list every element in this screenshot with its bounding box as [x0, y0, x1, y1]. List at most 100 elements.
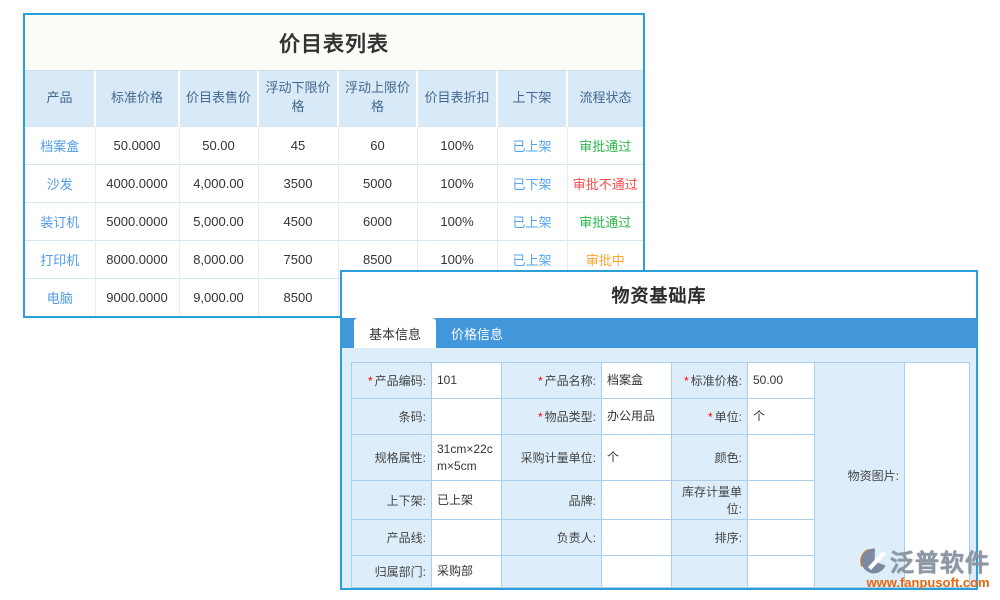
- field-value-brand[interactable]: [601, 480, 672, 520]
- float-min-cell: 4500: [257, 201, 338, 240]
- field-label-department: 归属部门:: [351, 555, 432, 588]
- std-price-cell: 50.0000: [94, 125, 179, 164]
- float-max-cell: 60: [337, 125, 417, 164]
- field-label-brand: 品牌:: [501, 480, 602, 520]
- price-list-title: 价目表列表: [25, 15, 643, 71]
- price-list-table: 产品 标准价格 价目表售价 浮动下限价格 浮动上限价格 价目表折扣 上下架 流程…: [25, 71, 643, 316]
- workflow-status: 审批中: [585, 252, 625, 268]
- product-link[interactable]: 沙发: [46, 176, 73, 192]
- product-link[interactable]: 电脑: [46, 290, 73, 306]
- float-max-cell: 5000: [337, 163, 417, 202]
- float-min-cell: 7500: [257, 239, 338, 278]
- list-price-cell: 4,000.00: [178, 163, 258, 202]
- material-form-title: 物资基础库: [611, 286, 707, 306]
- field-label-spec: 规格属性:: [351, 434, 432, 481]
- product-link[interactable]: 档案盒: [40, 138, 80, 154]
- field-value-color[interactable]: [747, 434, 815, 481]
- field-label-stock-unit: 库存计量单位:: [671, 480, 748, 520]
- std-price-cell: 5000.0000: [94, 201, 179, 240]
- float-min-cell: 45: [257, 125, 338, 164]
- form-body: * 产品编码: 101 * 产品名称: 档案盒 * 标准价格: 50.00 物资图片:…: [342, 348, 976, 588]
- col-header-product: 产品: [25, 71, 95, 126]
- table-row: 沙发 4000.0000 4,000.00 3500 5000 100% 已下架…: [25, 163, 643, 202]
- material-form-panel: 物资基础库 基本信息 价格信息 * 产品编码: 101 * 产品名称: 档案盒 * 标…: [340, 270, 978, 590]
- required-marker: *: [707, 410, 713, 424]
- material-form-table: * 产品编码: 101 * 产品名称: 档案盒 * 标准价格: 50.00 物资图片:…: [351, 362, 970, 588]
- empty-value-cell: [601, 555, 672, 588]
- required-marker: *: [683, 374, 689, 388]
- field-value-sort[interactable]: [747, 519, 815, 556]
- field-label-item-type: * 物品类型:: [501, 398, 602, 435]
- product-link[interactable]: 打印机: [40, 252, 80, 268]
- workflow-status: 审批不通过: [572, 176, 638, 192]
- table-row: 档案盒 50.0000 50.00 45 60 100% 已上架 审批通过: [25, 125, 643, 164]
- price-list-panel: 价目表列表 产品 标准价格 价目表售价 浮动下限价格 浮动上限价格 价目表折扣 …: [23, 13, 645, 318]
- field-value-product-name[interactable]: 档案盒: [601, 362, 672, 399]
- field-value-manager[interactable]: [601, 519, 672, 556]
- form-row: 归属部门: 采购部: [351, 555, 970, 588]
- field-label-product-name: * 产品名称:: [501, 362, 602, 399]
- list-price-cell: 50.00: [178, 125, 258, 164]
- discount-cell: 100%: [416, 201, 497, 240]
- form-row: 条码: * 物品类型: 办公用品 * 单位: 个: [351, 398, 970, 435]
- field-label-color: 颜色:: [671, 434, 748, 481]
- tab-bar: 基本信息 价格信息: [342, 318, 976, 348]
- float-min-cell: 8500: [257, 277, 338, 316]
- col-header-discount: 价目表折扣: [416, 71, 497, 126]
- field-label-product-code: * 产品编码:: [351, 362, 432, 399]
- field-label-purchase-unit: 采购计量单位:: [501, 434, 602, 481]
- vendor-watermark: 泛普软件 www.fanpusoft.com: [858, 543, 998, 590]
- field-label-barcode: 条码:: [351, 398, 432, 435]
- fanpu-logo-icon: [860, 547, 886, 573]
- empty-value-cell: [747, 555, 815, 588]
- std-price-cell: 9000.0000: [94, 277, 179, 316]
- col-header-float-min: 浮动下限价格: [257, 71, 338, 126]
- field-label-sort: 排序:: [671, 519, 748, 556]
- tab-basic-info[interactable]: 基本信息: [354, 318, 437, 348]
- shelf-state: 已上架: [512, 138, 552, 154]
- workflow-status: 审批通过: [579, 138, 632, 154]
- field-value-barcode[interactable]: [431, 398, 502, 435]
- col-header-status: 流程状态: [566, 71, 643, 126]
- field-value-product-line[interactable]: [431, 519, 502, 556]
- field-label-material-image: 物资图片:: [814, 362, 905, 588]
- form-row: 产品线: 负责人: 排序:: [351, 519, 970, 556]
- field-value-spec[interactable]: 31cm×22cm×5cm: [431, 434, 502, 481]
- field-value-stock-unit[interactable]: [747, 480, 815, 520]
- col-header-shelf: 上下架: [496, 71, 567, 126]
- form-row: 规格属性: 31cm×22cm×5cm 采购计量单位: 个 颜色:: [351, 434, 970, 481]
- field-label-shelf: 上下架:: [351, 480, 432, 520]
- field-value-purchase-unit[interactable]: 个: [601, 434, 672, 481]
- tab-price-info[interactable]: 价格信息: [451, 326, 504, 342]
- product-link[interactable]: 装订机: [40, 214, 80, 230]
- std-price-cell: 8000.0000: [94, 239, 179, 278]
- field-label-product-line: 产品线:: [351, 519, 432, 556]
- field-value-std-price[interactable]: 50.00: [747, 362, 815, 399]
- std-price-cell: 4000.0000: [94, 163, 179, 202]
- empty-label-cell: [671, 555, 748, 588]
- field-value-product-code[interactable]: 101: [431, 362, 502, 399]
- col-header-float-max: 浮动上限价格: [337, 71, 417, 126]
- list-price-cell: 9,000.00: [178, 277, 258, 316]
- shelf-state: 已上架: [512, 252, 552, 268]
- empty-label-cell: [501, 555, 602, 588]
- required-marker: *: [537, 410, 543, 424]
- col-header-std-price: 标准价格: [94, 71, 179, 126]
- discount-cell: 100%: [416, 125, 497, 164]
- required-marker: *: [367, 374, 373, 388]
- shelf-state: 已下架: [512, 176, 552, 192]
- field-value-unit[interactable]: 个: [747, 398, 815, 435]
- list-price-cell: 8,000.00: [178, 239, 258, 278]
- vendor-url: www.fanpusoft.com: [866, 575, 990, 590]
- list-price-cell: 5,000.00: [178, 201, 258, 240]
- table-row: 装订机 5000.0000 5,000.00 4500 6000 100% 已上…: [25, 201, 643, 240]
- field-value-department[interactable]: 采购部: [431, 555, 502, 588]
- field-value-item-type[interactable]: 办公用品: [601, 398, 672, 435]
- material-image-box[interactable]: [904, 362, 970, 588]
- discount-cell: 100%: [416, 163, 497, 202]
- float-max-cell: 6000: [337, 201, 417, 240]
- field-label-unit: * 单位:: [671, 398, 748, 435]
- float-min-cell: 3500: [257, 163, 338, 202]
- field-value-shelf[interactable]: 已上架: [431, 480, 502, 520]
